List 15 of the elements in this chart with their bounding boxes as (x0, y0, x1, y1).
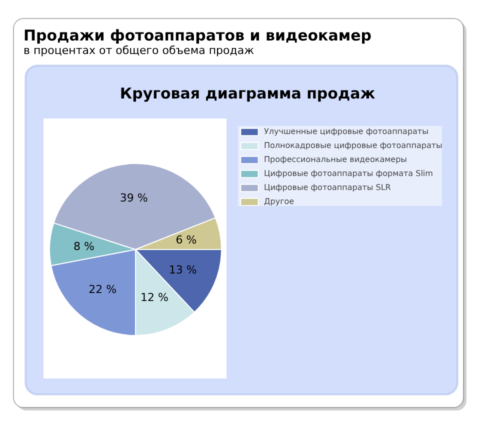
legend-label: Цифровые фотоаппараты формата Slim (264, 168, 433, 178)
data-label: 6 % (176, 233, 197, 246)
data-label: 8 % (74, 240, 94, 253)
legend-label: Полнокадровые цифровые фотоаппараты (264, 140, 442, 150)
data-label: 12 % (140, 290, 168, 304)
text: Круговая диаграмма продаж (120, 84, 376, 102)
chart-subtitle: в процентах от общего объема продаж (24, 44, 254, 57)
data-label: 39 % (120, 191, 148, 204)
chart-title: Продажи фотоаппаратов и видеокамер (24, 26, 372, 44)
data-label: 22 % (88, 282, 117, 296)
legend-label: Улучшенные цифровые фотоаппараты (264, 126, 428, 136)
data-label: 13 % (168, 263, 197, 276)
legend-label: Профессиональные видеокамеры (264, 154, 407, 164)
legend-label: Другое (264, 196, 294, 206)
legend-label: Цифровые фотоаппараты SLR (264, 182, 391, 192)
